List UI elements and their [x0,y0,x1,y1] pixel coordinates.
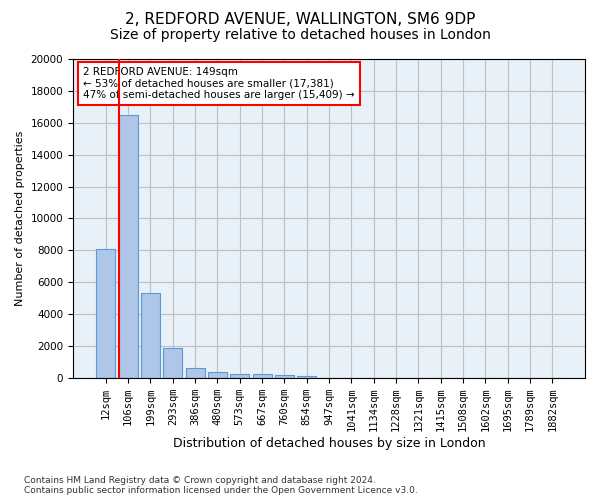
Text: 2 REDFORD AVENUE: 149sqm
← 53% of detached houses are smaller (17,381)
47% of se: 2 REDFORD AVENUE: 149sqm ← 53% of detach… [83,67,355,100]
Bar [253,374,272,378]
Bar [96,249,115,378]
Text: Size of property relative to detached houses in London: Size of property relative to detached ho… [110,28,490,42]
Text: Contains HM Land Registry data © Crown copyright and database right 2024.
Contai: Contains HM Land Registry data © Crown c… [24,476,418,495]
Bar [119,115,137,378]
Y-axis label: Number of detached properties: Number of detached properties [15,131,25,306]
Text: 2, REDFORD AVENUE, WALLINGTON, SM6 9DP: 2, REDFORD AVENUE, WALLINGTON, SM6 9DP [125,12,475,28]
Bar [208,372,227,378]
Bar [163,348,182,378]
Bar [297,376,316,378]
Bar [275,375,294,378]
Bar [230,374,249,378]
Bar [141,294,160,378]
Bar [185,368,205,378]
X-axis label: Distribution of detached houses by size in London: Distribution of detached houses by size … [173,437,485,450]
